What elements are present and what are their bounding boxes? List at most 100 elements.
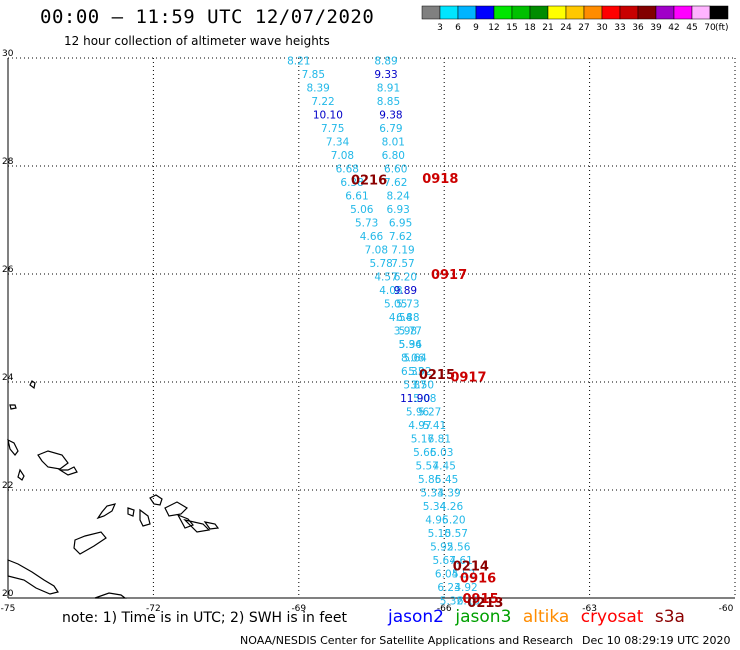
credit-line: NOAA/NESDIS Center for Satellite Applica… [240, 634, 574, 647]
coastline [7, 438, 19, 456]
coastline [183, 518, 211, 533]
satellite-cryosat: cryosat [580, 607, 644, 627]
wave-height-value: 8.89 [374, 56, 397, 68]
wave-height-value: 5.57 [445, 528, 468, 540]
coastline [9, 404, 17, 410]
lon-tick-label: -60 [719, 604, 734, 614]
wave-height-value: 7.08 [331, 150, 354, 162]
coastline [37, 450, 69, 470]
pass-time-label: 0214 [453, 560, 489, 575]
wave-height-value: 5.56 [447, 542, 471, 554]
wave-height-value: 5.20 [442, 515, 465, 527]
pass-time-label: 0918 [422, 172, 458, 187]
lon-tick-label: -63 [582, 604, 597, 614]
wave-height-value: 5.92 [408, 366, 431, 378]
wave-height-value: 5.34 [423, 501, 447, 513]
wave-height-value: 7.34 [326, 137, 350, 149]
wave-height-value: 4.39 [437, 488, 460, 500]
satellite-s3a: s3a [654, 607, 685, 627]
wave-height-value: 7.62 [384, 177, 407, 189]
legend-label: 42 [668, 23, 679, 33]
pass-time-label: 0216 [351, 174, 387, 189]
wave-height-value: 5.73 [396, 299, 419, 311]
wave-height-value: 5.34 [399, 339, 423, 351]
wave-height-value: 5.96 [399, 339, 423, 351]
wave-height-value: 4.08 [379, 285, 402, 297]
pass-time-label: 0213 [467, 596, 503, 611]
lon-tick-label: -69 [291, 604, 306, 614]
legend-swatch [511, 5, 531, 20]
legend-swatch [619, 5, 639, 20]
pass-time-label: 0917 [431, 268, 467, 283]
wave-height-value: 9.33 [374, 69, 397, 81]
legend-label: 21 [542, 23, 553, 33]
wave-height-value: 5.27 [418, 407, 441, 419]
wave-height-value: 5.08 [413, 393, 436, 405]
legend-swatch [529, 5, 549, 20]
coastline [164, 501, 188, 517]
legend-label: 70 [704, 23, 716, 33]
wave-height-value: 8.91 [377, 83, 400, 95]
legend-label: 6 [455, 23, 461, 33]
wave-height-value: 5.05 [384, 299, 407, 311]
legend-swatch [547, 5, 567, 20]
legend-swatch [421, 5, 441, 20]
wave-height-value: 3.98 [394, 326, 417, 338]
coastline [94, 592, 127, 599]
coastline [57, 466, 78, 476]
legend-swatch [709, 5, 729, 20]
wave-height-value: 6.38 [340, 177, 363, 189]
satellite-legend: jason2 jason3 altika cryosat s3a [388, 607, 691, 627]
wave-height-value: 5.33 [420, 488, 443, 500]
wave-height-value: 6.04 [435, 569, 459, 581]
wave-height-value: 5.57 [416, 461, 439, 473]
wave-height-value: 5.87 [403, 380, 426, 392]
legend-swatch [457, 5, 477, 20]
wave-height-value: 8.39 [306, 83, 329, 95]
wave-height-value: 6.13 [457, 596, 480, 608]
wave-height-value: 6.20 [394, 272, 417, 284]
page-subtitle: 12 hour collection of altimeter wave hei… [64, 34, 330, 48]
wave-height-value: 7.62 [389, 231, 412, 243]
wave-height-value: 6.33 [401, 366, 424, 378]
coastline [17, 468, 25, 481]
wave-height-value: 4.66 [360, 231, 384, 243]
wave-height-value: 8.06 [401, 353, 425, 365]
coastline [73, 531, 107, 555]
legend-label: 15 [506, 23, 517, 33]
legend-swatch [655, 5, 675, 20]
pass-time-label: 0215 [419, 368, 455, 383]
legend-label: 30 [596, 23, 608, 33]
legend-swatch [637, 5, 657, 20]
wave-height-value: 6.60 [384, 164, 407, 176]
wave-height-value: 9.38 [379, 110, 402, 122]
satellite-jason3: jason3 [455, 607, 512, 627]
legend-swatch [583, 5, 603, 20]
coastline [7, 559, 59, 595]
wave-height-value: 5.32 [440, 596, 463, 608]
wave-height-value: 5.41 [423, 420, 446, 432]
legend-unit: (ft) [715, 23, 729, 33]
legend-label: 12 [488, 23, 499, 33]
wave-height-value: 5.86 [418, 474, 442, 486]
wave-height-value: 5.45 [435, 474, 458, 486]
wave-height-value: 7.57 [391, 258, 414, 270]
legend-label: 24 [560, 23, 572, 33]
legend-label: 45 [686, 23, 697, 33]
pass-time-label: 0916 [460, 571, 496, 586]
wave-height-value: 7.75 [321, 123, 344, 135]
page-title: 00:00 – 11:59 UTC 12/07/2020 [40, 6, 375, 28]
units-note: note: 1) Time is in UTC; 2) SWH is in fe… [62, 610, 348, 626]
lat-tick-label: 24 [2, 373, 14, 383]
satellite-altika: altika [522, 607, 570, 627]
coastline [29, 380, 36, 390]
lon-tick-label: -66 [437, 604, 452, 614]
wave-height-value: 5.92 [430, 542, 453, 554]
legend-swatch [439, 5, 459, 20]
wave-height-value: 4.26 [440, 501, 464, 513]
lon-tick-label: -72 [146, 604, 161, 614]
wave-height-value: 7.22 [311, 96, 334, 108]
wave-height-value: 6.81 [428, 434, 451, 446]
wave-height-value: 8.85 [377, 96, 400, 108]
coastline [176, 513, 195, 529]
